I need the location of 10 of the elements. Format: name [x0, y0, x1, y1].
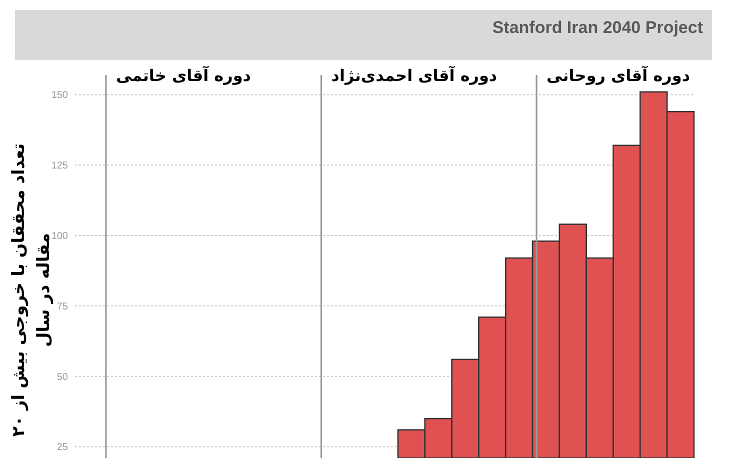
- y-tick-label: 75: [56, 301, 68, 312]
- annotation: دوره آقای روحانی: [546, 65, 690, 85]
- text: Stanford Iran 2040 Project: [492, 18, 703, 38]
- annotation: دوره آقای خاتمی: [116, 65, 251, 85]
- y-tick-label: 50: [56, 372, 68, 383]
- y-tick-label: 100: [51, 231, 68, 242]
- y-tick-label: 150: [51, 90, 68, 102]
- annotation: دوره آقای احمدی‌نژاد: [331, 65, 498, 85]
- y-tick-label: 25: [56, 442, 68, 454]
- y-tick-label: 125: [51, 160, 68, 172]
